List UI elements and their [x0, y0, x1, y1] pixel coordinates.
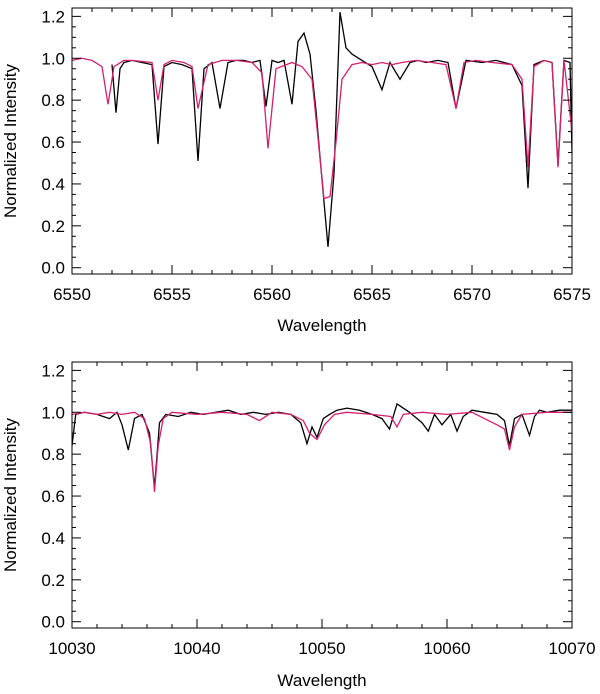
x-tick-label: 6550: [53, 285, 91, 304]
x-axis-title: Wavelength: [277, 671, 366, 690]
plot-frame: [71, 7, 573, 275]
y-tick-label: 1.2: [41, 361, 65, 380]
top-spectrum-panel: 6550 6555 6560 6565 6570 6575 0.0 0.2 0.4 0.6 0.8 1…: [1, 7, 591, 335]
x-tick-label: 6560: [253, 285, 291, 304]
x-tick-label: 6555: [153, 285, 191, 304]
y-tick-label: 0.6: [41, 487, 65, 506]
x-tick-label: 6565: [353, 285, 391, 304]
series-line-0: [111, 12, 572, 247]
y-tick-label: 0.2: [41, 217, 65, 236]
y-axis-title: Normalized Intensity: [1, 418, 20, 573]
x-tick-label: 10050: [298, 639, 345, 658]
y-tick-label: 0.6: [41, 133, 65, 152]
y-axis-title: Normalized Intensity: [1, 64, 20, 219]
y-tick-label: 0.0: [41, 613, 65, 632]
y-tick-label: 0.0: [41, 259, 65, 278]
bottom-spectrum-panel: 10030 10040 10050 10060 10070 0.0 0.2 0.4 0.6 0.8…: [1, 361, 596, 690]
plot-frame: [71, 361, 573, 629]
series-line-1: [72, 411, 572, 492]
x-tick-label: 6575: [553, 285, 591, 304]
y-tick-label: 1.2: [41, 7, 65, 26]
y-tick-label: 0.2: [41, 571, 65, 590]
x-axis-title: Wavelength: [277, 316, 366, 335]
y-tick-label: 1.0: [41, 49, 65, 68]
y-tick-label: 0.4: [41, 175, 65, 194]
x-tick-label: 6570: [453, 285, 491, 304]
y-tick-label: 0.8: [41, 91, 65, 110]
y-tick-label: 0.4: [41, 529, 65, 548]
y-tick-label: 0.8: [41, 445, 65, 464]
series-line-0: [72, 402, 572, 488]
y-tick-label: 1.0: [41, 403, 65, 422]
series-line-1: [72, 57, 572, 200]
x-tick-label: 10040: [173, 639, 220, 658]
x-tick-label: 10030: [48, 639, 95, 658]
x-tick-label: 10060: [423, 639, 470, 658]
x-tick-label: 10070: [548, 639, 595, 658]
